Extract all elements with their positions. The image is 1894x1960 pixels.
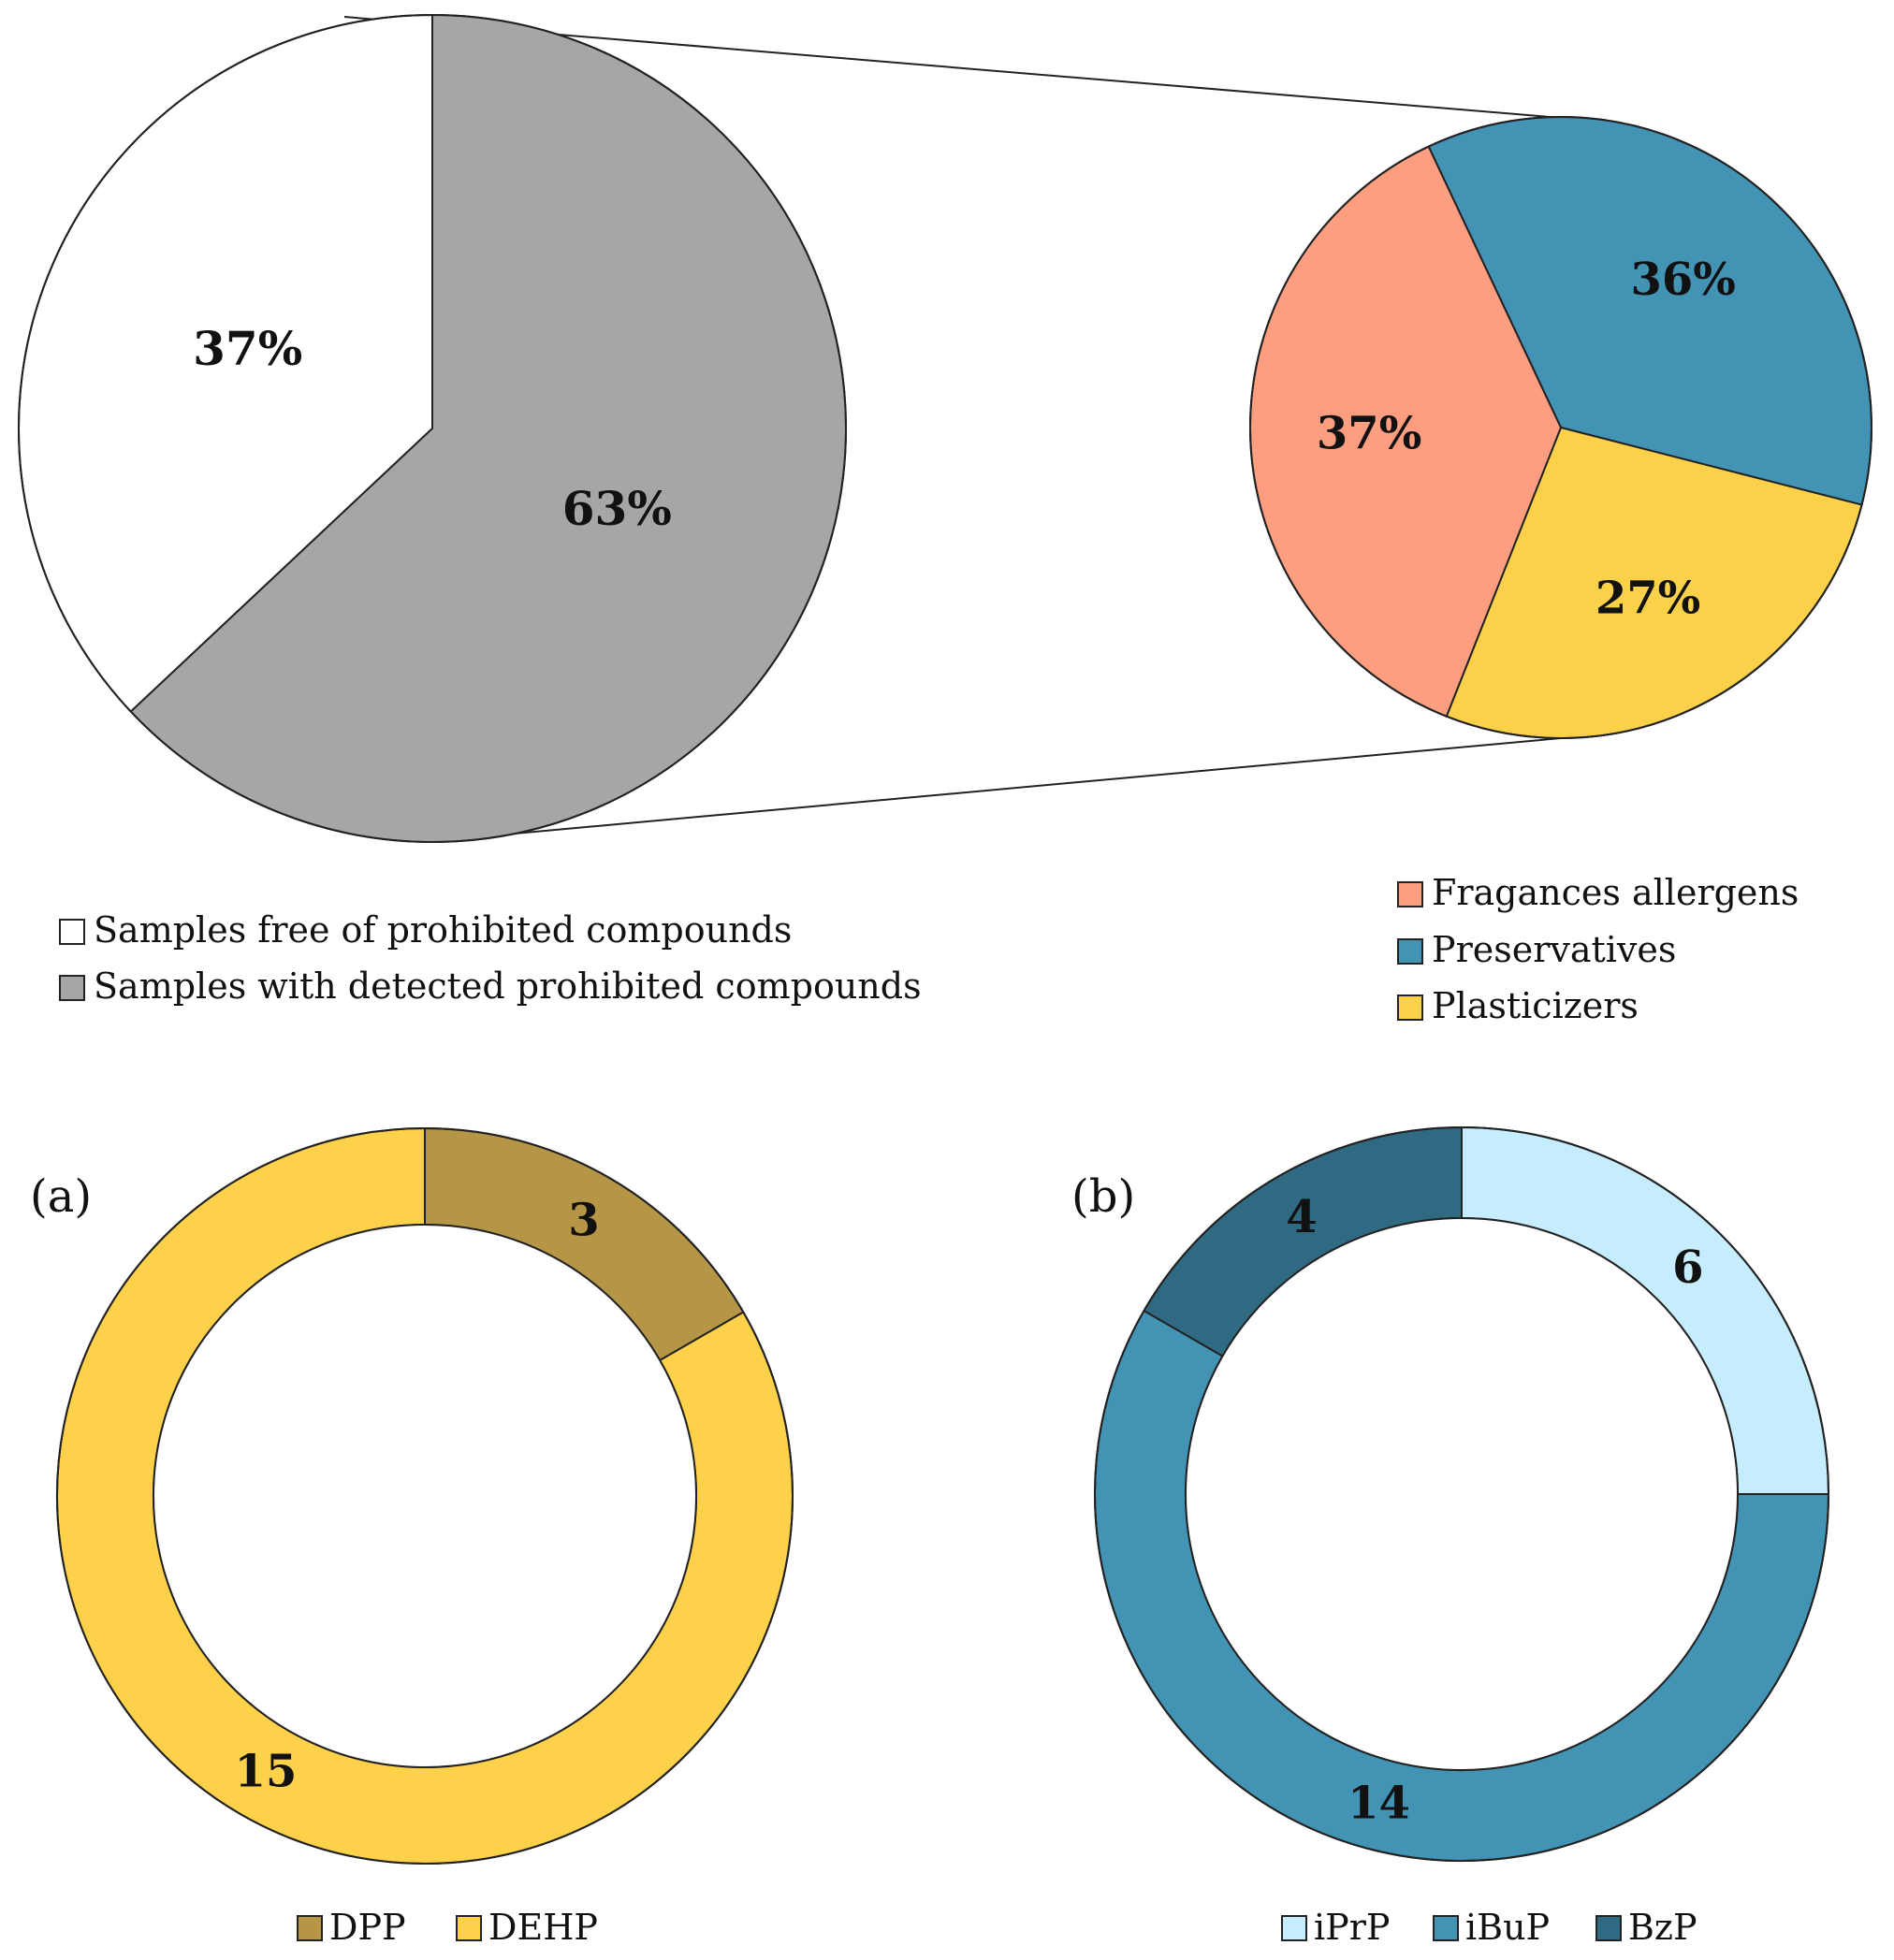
outline-inner	[1185, 1217, 1739, 1771]
legend-preservatives: iPrP iBuP BzP	[1281, 1907, 1697, 1948]
legend-overview: Samples free of prohibited compounds Sam…	[59, 909, 922, 1007]
panel-label-a: (a)	[30, 1170, 92, 1223]
legend-swatch-bzp	[1595, 1915, 1622, 1941]
legend-plasticizers: DPP DEHP	[297, 1907, 598, 1948]
legend-swatch-fragances	[1397, 881, 1423, 907]
data-label-plasticizers: 27%	[1595, 573, 1700, 625]
legend-swatch-preservatives	[1397, 938, 1423, 965]
pie-chart-overview: 37% 63%	[18, 13, 847, 843]
data-label-iprp: 6	[1672, 1241, 1703, 1294]
legend-label-preservatives: Preservatives	[1432, 929, 1676, 970]
legend-swatch-free	[59, 919, 85, 945]
legend-swatch-ibup	[1433, 1915, 1459, 1941]
donut-chart-plasticizers: 3 15	[56, 1126, 794, 1865]
legend-swatch-iprp	[1281, 1915, 1307, 1941]
connector-line-bottom	[431, 737, 1562, 842]
legend-label-free: Samples free of prohibited compounds	[94, 909, 792, 951]
legend-label-iprp: iPrP	[1314, 1907, 1390, 1948]
outline-outer	[1249, 116, 1872, 739]
legend-swatch-plasticizers	[1397, 995, 1423, 1021]
data-label-preservatives: 36%	[1630, 254, 1735, 306]
legend-swatch-dpp	[297, 1915, 323, 1941]
data-label-samples-with-detected-prohibited-compounds: 63%	[562, 481, 672, 536]
legend-swatch-dehp	[456, 1915, 482, 1941]
data-label-dpp: 3	[568, 1195, 599, 1247]
donut-chart-preservatives: 6 14 4	[1094, 1125, 1830, 1862]
outline-outer	[56, 1127, 794, 1865]
outline-inner	[153, 1224, 697, 1768]
data-label-samples-free-of-prohibited-compounds: 37%	[193, 321, 302, 376]
legend-label-dehp: DEHP	[488, 1907, 598, 1948]
legend-swatch-detected	[59, 975, 85, 1001]
pie-chart-breakdown: 36% 27% 37%	[1249, 116, 1872, 739]
legend-label-detected: Samples with detected prohibited compoun…	[94, 965, 922, 1007]
legend-label-ibup: iBuP	[1465, 1907, 1550, 1948]
legend-label-bzp: BzP	[1628, 1907, 1697, 1948]
data-label-dehp: 15	[235, 1745, 298, 1797]
legend-breakdown: Fragances allergens Preservatives Plasti…	[1397, 872, 1799, 1026]
data-label-ibup: 14	[1348, 1777, 1410, 1829]
legend-label-plasticizers: Plasticizers	[1432, 985, 1639, 1026]
outline-outer	[1094, 1126, 1829, 1862]
legend-label-dpp: DPP	[329, 1907, 406, 1948]
panel-label-b: (b)	[1071, 1170, 1135, 1223]
data-label-fragances-allergens: 37%	[1317, 407, 1421, 459]
outline-outer	[18, 14, 847, 843]
data-label-bzp: 4	[1286, 1191, 1317, 1243]
legend-label-fragances: Fragances allergens	[1432, 872, 1799, 913]
